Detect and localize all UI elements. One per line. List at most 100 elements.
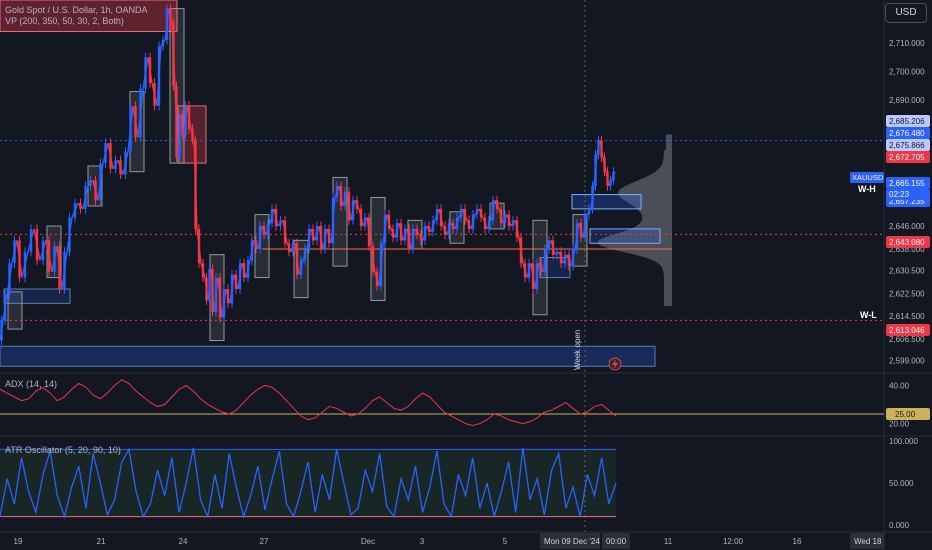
fvg-zone [571, 194, 642, 210]
candle-body [279, 220, 282, 227]
candle-body [495, 200, 499, 209]
candle-body [35, 228, 39, 261]
price-tag [886, 177, 930, 189]
candle-body [73, 203, 77, 218]
candle-body [467, 220, 471, 229]
candle-body [375, 271, 379, 287]
price-tag-label: 2,675.866 [889, 141, 925, 150]
candle-body [311, 228, 315, 241]
candle-body [419, 234, 423, 241]
candle-body [591, 186, 594, 209]
candle-body [499, 208, 503, 224]
price-axis-panel [884, 0, 932, 550]
adx-tick-label: 40.00 [889, 381, 910, 390]
y-tick-label: 2,622.500 [889, 289, 925, 298]
candle-body [367, 217, 371, 247]
currency-button[interactable]: USD [885, 3, 927, 23]
candle-body [94, 180, 97, 201]
candle-body [335, 186, 339, 198]
candle-body [0, 320, 3, 341]
candle-body [527, 263, 531, 278]
candle-body [571, 248, 575, 267]
candle-body [161, 40, 165, 46]
y-tick-label: 2,646.000 [889, 222, 925, 231]
candle-body [299, 260, 303, 275]
price-tag [886, 236, 930, 248]
candle-body [184, 105, 187, 135]
price-tag [886, 115, 930, 127]
price-tag-label: 2,657.235 [889, 197, 925, 206]
candle-body [13, 240, 16, 264]
candle-body [104, 143, 107, 164]
candle-body [555, 251, 559, 255]
fvg-zone [589, 228, 661, 244]
candle-body [551, 240, 555, 255]
candle-body [387, 214, 391, 229]
atr-legend: ATR Oscillator (5, 20, 90, 10) [5, 445, 121, 455]
candle-body [600, 140, 603, 158]
y-tick-label: 2,690.000 [889, 96, 925, 105]
lightning-bolt [612, 359, 618, 369]
candle-body [266, 223, 270, 235]
candle-body [399, 223, 403, 241]
candle-body [407, 228, 411, 249]
candle-body [603, 157, 606, 172]
candle-body [205, 277, 208, 301]
crosshair-date-label: Mon 09 Dec '24 [544, 537, 600, 546]
candle-body [559, 251, 563, 264]
candle-body [157, 45, 161, 106]
price-tag-label: 2,672.705 [889, 153, 925, 162]
candle-body [395, 223, 399, 238]
supply-zone [0, 0, 178, 32]
candle-body [403, 228, 407, 241]
candle-body [230, 274, 234, 304]
candle-body [79, 203, 82, 209]
y-tick-label: 2,638.000 [889, 245, 925, 254]
future-date-label: Wed 18 [854, 537, 882, 546]
x-tick-label: 5 [503, 537, 508, 546]
candle-body [563, 254, 567, 264]
candle-body [447, 223, 451, 235]
atr-tick-label: 0.000 [889, 521, 910, 530]
candle-body [315, 226, 319, 241]
candle-body [84, 186, 87, 209]
y-tick-label: 2,700.000 [889, 68, 925, 77]
candle-body [583, 214, 587, 238]
candle-body [307, 228, 311, 249]
candle-body [234, 274, 238, 290]
candle-body [415, 228, 419, 235]
candle-body [612, 171, 615, 181]
candle-body [503, 214, 507, 224]
candle-body [427, 226, 431, 232]
atr-tick-label: 100.000 [889, 437, 918, 446]
swing-box [7, 291, 23, 330]
candle-body [222, 289, 226, 318]
candle-body [363, 217, 367, 227]
candle-body [483, 217, 487, 229]
candle-body [327, 228, 331, 244]
candle-body [291, 243, 295, 252]
price-tag-label: 2,676.480 [889, 129, 925, 138]
candle-body [531, 263, 535, 290]
price-tag-label: 2,685.206 [889, 117, 925, 126]
candle-body [606, 171, 609, 186]
candle-body [609, 180, 612, 186]
candle-body [379, 243, 383, 287]
candle-body [270, 208, 274, 224]
candle-body [443, 226, 447, 235]
candle-body [347, 191, 351, 221]
candle-body [172, 22, 175, 86]
candle-body [226, 289, 230, 304]
candle-body [487, 220, 491, 229]
candle-body [68, 217, 71, 252]
candle-body [475, 208, 479, 215]
candle-body [431, 220, 435, 232]
candle-body [459, 208, 463, 218]
candle-body [319, 226, 323, 249]
candle-body [391, 228, 395, 238]
candle-body [523, 263, 527, 278]
candle-body [519, 237, 523, 264]
candle-body [439, 208, 443, 227]
candle-body [351, 200, 355, 221]
